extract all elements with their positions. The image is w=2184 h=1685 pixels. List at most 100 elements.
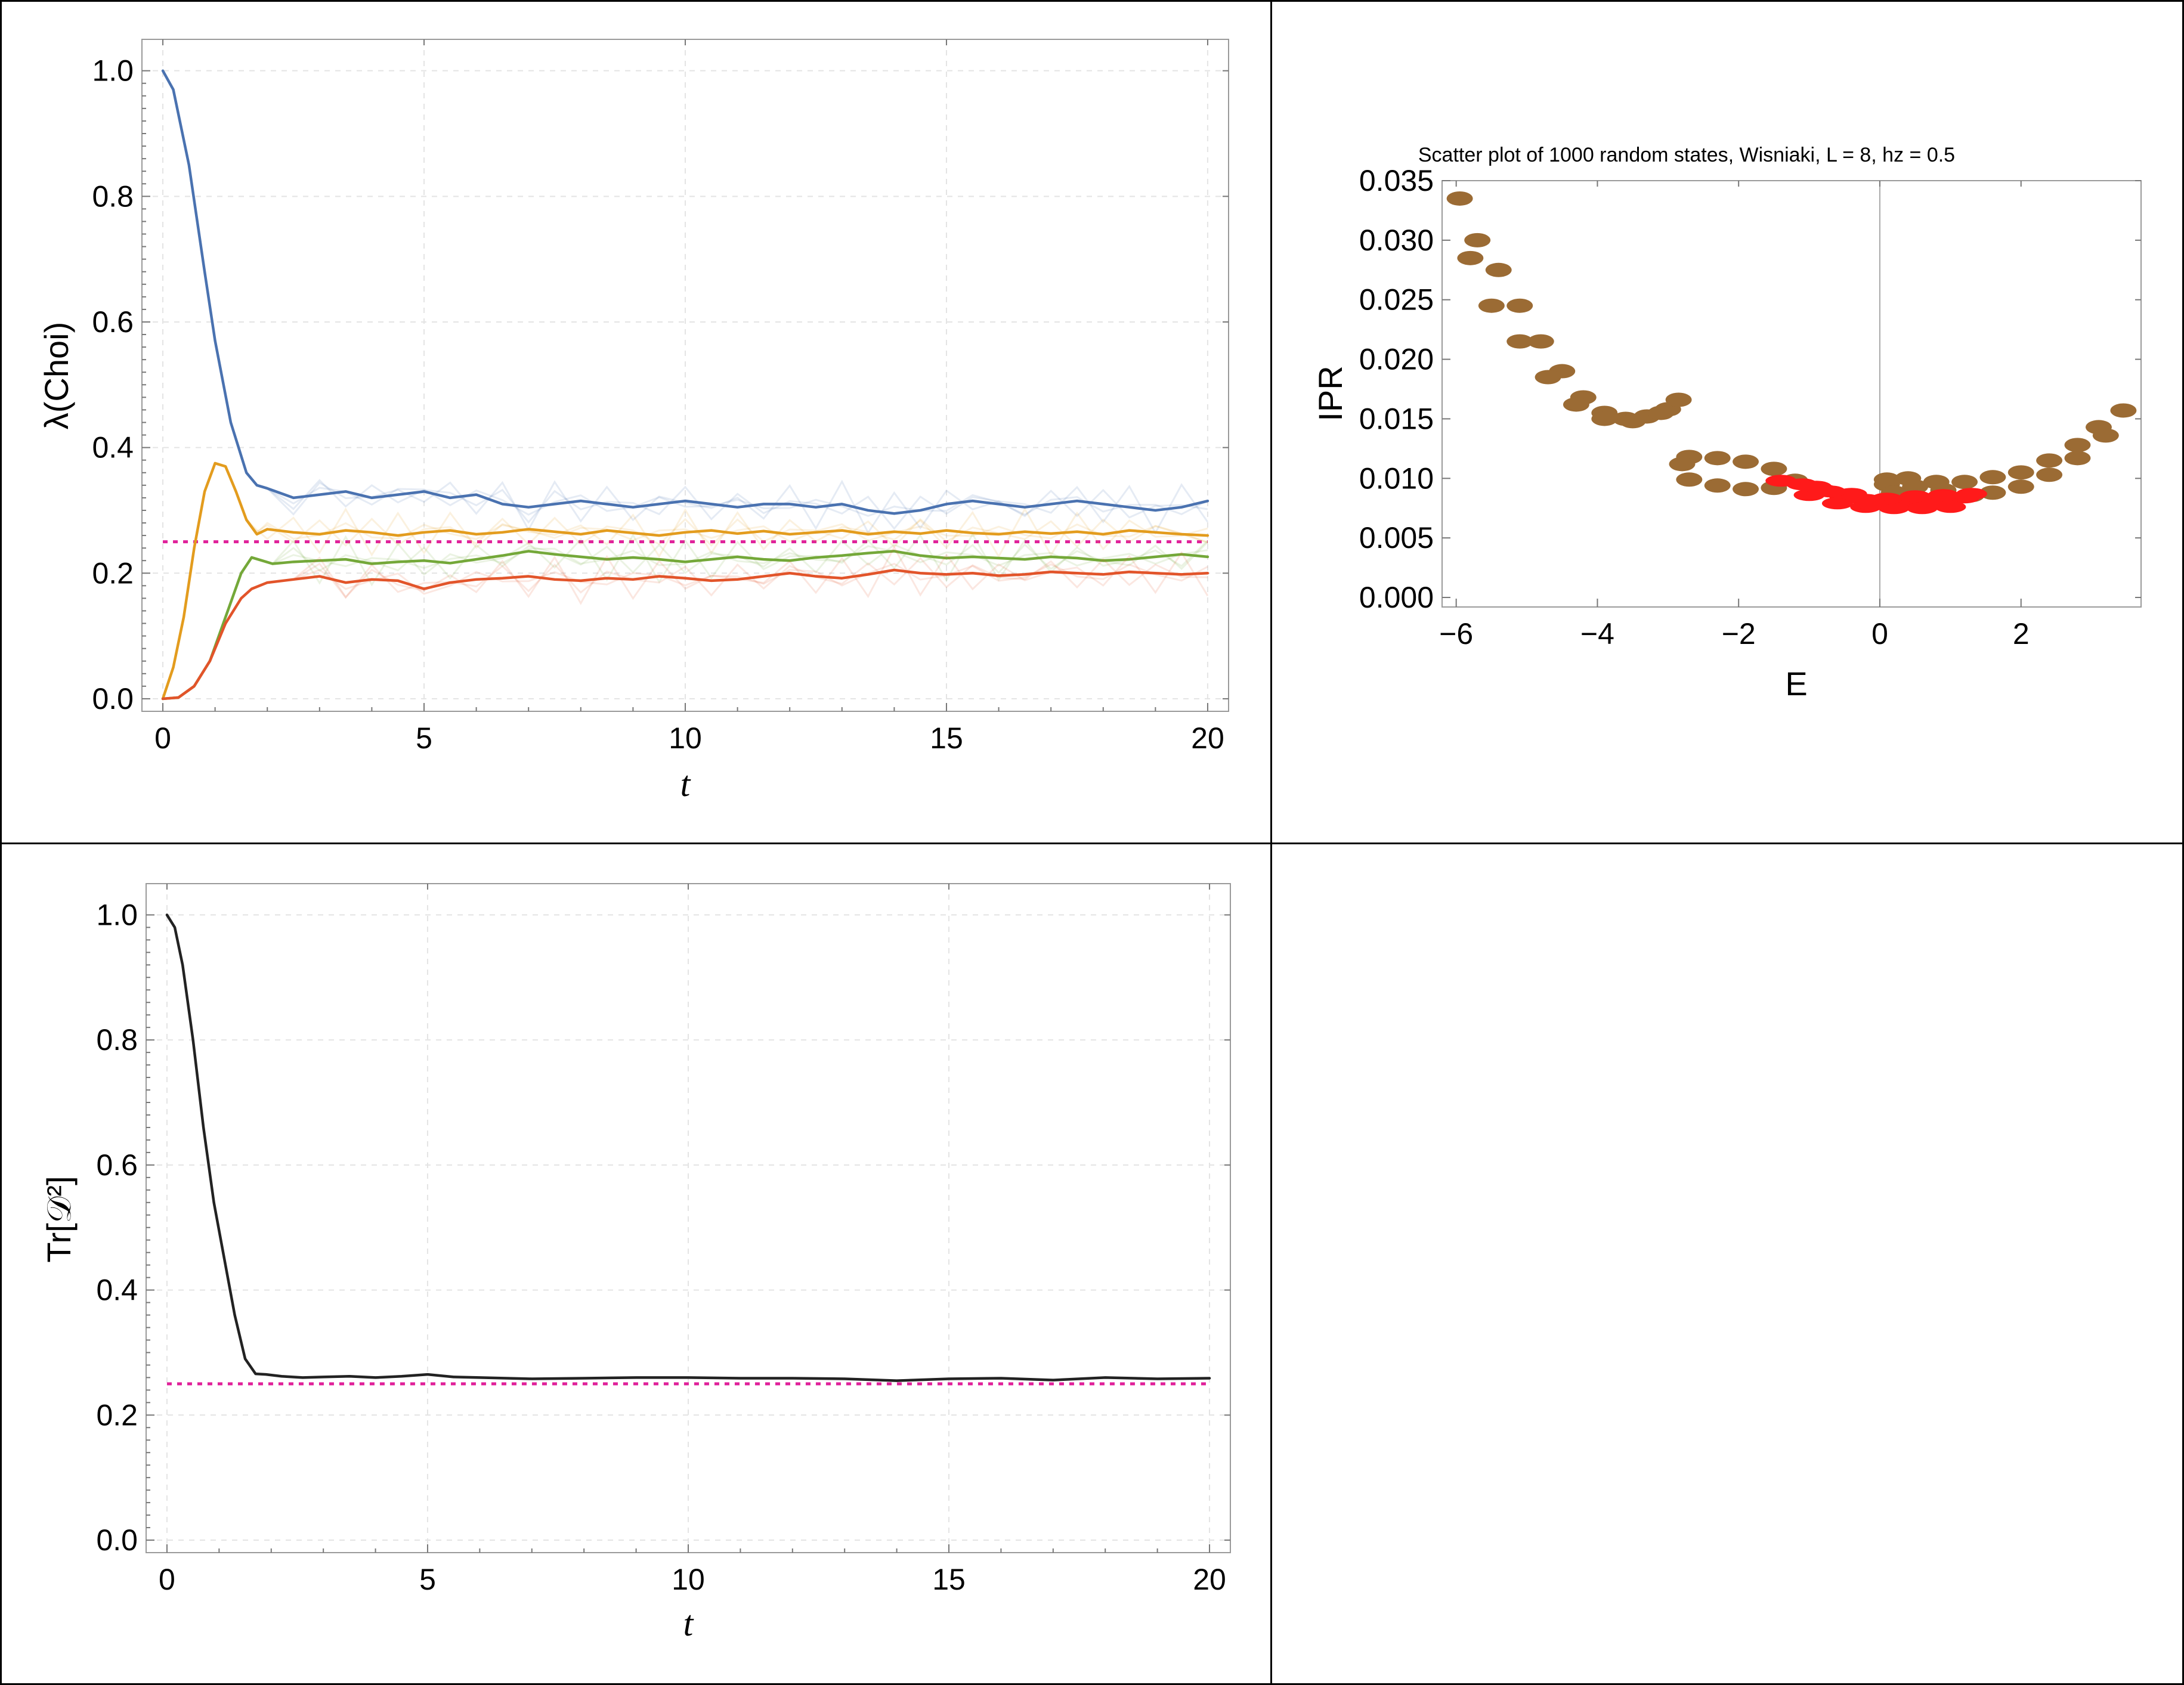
ipr-scatter-chart: Scatter plot of 1000 random states, Wisn…	[1311, 144, 2142, 702]
ipr-ticks: −6 −4 −2 0 2 0.000 0.005 0.010 0.015 0.020 0.025 0.…	[1359, 164, 2141, 651]
ipr-y-tick-label-7: 0.035	[1359, 164, 1434, 197]
ipr-y-tick-label-0: 0.000	[1359, 581, 1434, 614]
ipr-x-tick-label-2: −2	[1722, 617, 1756, 651]
ipr-point-0-16	[1535, 370, 1561, 385]
ipr-point-0-23	[1761, 461, 1787, 476]
ipr-plot-title: Scatter plot of 1000 random states, Wisn…	[1418, 144, 1955, 166]
choi-y-axis-title: λ(Choi)	[38, 322, 75, 429]
ipr-point-1-20	[1900, 490, 1931, 503]
ipr-x-tick-label-0: −6	[1439, 617, 1473, 651]
ipr-point-0-0	[1446, 191, 1473, 206]
trace-series	[165, 913, 1211, 1382]
ipr-point-0-14	[1591, 411, 1618, 426]
ipr-point-0-36	[2036, 453, 2063, 468]
choi-ticks: 0 5 10 15 20 0.0 0.2 0.4 0.6 0.8 1.0	[92, 39, 1229, 755]
choi-series-line-1	[161, 461, 1209, 701]
ipr-point-0-41	[2064, 451, 2091, 466]
choi-series-line-0	[161, 69, 1209, 515]
ipr-point-0-44	[1979, 485, 2006, 500]
ipr-point-0-4	[1527, 334, 1554, 349]
choi-series	[161, 69, 1209, 701]
ipr-x-axis-title: E	[1785, 665, 1807, 702]
choi-y-tick-label-1: 0.2	[92, 556, 134, 590]
cell-bottom-right	[1270, 843, 2184, 1685]
trace-x-tick-label-1: 5	[419, 1563, 436, 1596]
ipr-point-0-29	[1669, 457, 1696, 472]
choi-grid	[142, 39, 1229, 711]
cell-bottom-left	[0, 843, 1272, 1685]
ipr-point-0-42	[2036, 467, 2063, 482]
ipr-point-0-2	[1485, 262, 1512, 277]
ipr-point-0-21	[1704, 451, 1731, 466]
ipr-point-1-12	[1907, 502, 1938, 515]
trace-x-tick-label-0: 0	[159, 1563, 175, 1596]
trace-y-axis-title: Tr[𝒟²]	[40, 1176, 78, 1262]
choi-x-tick-label-0: 0	[154, 721, 171, 755]
ipr-point-0-13	[1619, 414, 1646, 429]
trace-series-line-0	[165, 913, 1211, 1382]
ipr-points	[1446, 191, 2137, 515]
ipr-point-0-39	[2110, 403, 2137, 418]
choi-series-line-2	[161, 550, 1209, 701]
ipr-y-axis-title: IPR	[1311, 366, 1349, 421]
choi-x-axis-title: t	[680, 764, 691, 804]
ipr-point-0-18	[1478, 298, 1505, 313]
trace-y-tick-label-3: 0.6	[96, 1148, 138, 1182]
ipr-y-tick-label-6: 0.030	[1359, 224, 1434, 257]
choi-y-tick-label-4: 0.8	[92, 179, 134, 213]
ipr-point-0-1	[1464, 233, 1491, 247]
ipr-point-0-17	[1506, 334, 1533, 349]
ipr-point-0-3	[1506, 298, 1533, 313]
ipr-point-0-12	[1647, 405, 1674, 420]
ipr-point-0-19	[1457, 250, 1484, 265]
trace-x-tick-label-3: 15	[932, 1563, 966, 1596]
choi-x-tick-label-2: 10	[669, 721, 702, 755]
ipr-point-0-34	[1979, 470, 2006, 485]
choi-y-tick-label-2: 0.4	[92, 431, 134, 464]
trace-y-tick-label-5: 1.0	[96, 898, 138, 931]
trace-chart: 0 5 10 15 20 0.0 0.2 0.4 0.6 0.8 1.0 t Tr[𝒟²]	[40, 883, 1231, 1643]
ipr-point-0-43	[2007, 479, 2034, 494]
ipr-point-0-47	[1902, 479, 1929, 494]
trace-y-tick-label-2: 0.4	[96, 1274, 138, 1307]
ipr-point-0-37	[2064, 438, 2091, 453]
ipr-point-0-15	[1563, 397, 1589, 412]
ipr-point-1-23	[1857, 498, 1889, 511]
ipr-point-0-28	[1676, 472, 1703, 487]
ipr-plot-frame	[1441, 180, 2142, 608]
trace-x-tick-label-2: 10	[672, 1563, 705, 1596]
trace-grid	[146, 884, 1230, 1553]
choi-x-tick-label-3: 15	[930, 721, 963, 755]
choi-x-tick-label-1: 5	[416, 721, 432, 755]
ipr-point-1-22	[1815, 485, 1846, 498]
ipr-point-0-33	[1951, 475, 1978, 490]
trace-ticks: 0 5 10 15 20 0.0 0.2 0.4 0.6 0.8 1.0	[96, 884, 1230, 1596]
trace-y-tick-label-0: 0.0	[96, 1523, 138, 1557]
ipr-x-tick-label-3: 0	[1871, 617, 1888, 651]
trace-y-tick-label-1: 0.2	[96, 1398, 138, 1432]
ipr-point-0-26	[1733, 482, 1759, 497]
choi-y-tick-label-3: 0.6	[92, 305, 134, 339]
ipr-point-0-35	[2007, 465, 2034, 480]
ipr-point-0-40	[2092, 428, 2119, 443]
ipr-point-0-27	[1704, 478, 1731, 493]
trace-x-axis-title: t	[683, 1604, 694, 1643]
ipr-y-tick-label-2: 0.010	[1359, 461, 1434, 495]
ipr-y-tick-label-5: 0.025	[1359, 283, 1434, 317]
ipr-y-tick-label-3: 0.015	[1359, 402, 1434, 435]
ipr-point-0-22	[1733, 454, 1759, 469]
choi-eigenvalue-chart: 0 5 10 15 20 0.0 0.2 0.4 0.6 0.8 1.0 t λ(Choi)	[38, 39, 1229, 804]
ipr-point-1-11	[1935, 501, 1966, 513]
choi-y-tick-label-5: 1.0	[92, 54, 134, 88]
choi-y-tick-label-0: 0.0	[92, 682, 134, 715]
ipr-x-tick-label-1: −4	[1580, 617, 1614, 651]
ipr-y-tick-label-1: 0.005	[1359, 521, 1434, 555]
ipr-point-0-11	[1665, 392, 1692, 407]
ipr-x-tick-label-4: 2	[2013, 617, 2030, 651]
trace-y-tick-label-4: 0.8	[96, 1023, 138, 1057]
choi-x-tick-label-4: 20	[1191, 721, 1224, 755]
ipr-point-1-21	[1928, 489, 1959, 501]
trace-x-tick-label-4: 20	[1193, 1563, 1226, 1596]
